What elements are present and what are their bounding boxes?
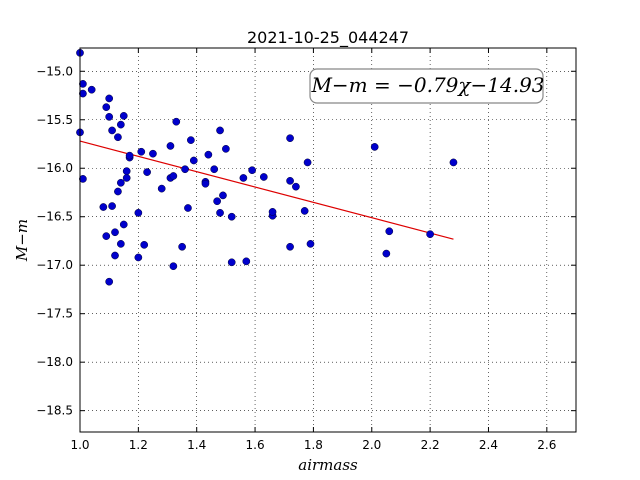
data-point (149, 149, 157, 158)
data-point (99, 203, 108, 211)
data-point (119, 220, 128, 229)
data-point (219, 191, 227, 200)
data-point (292, 182, 300, 191)
data-point (248, 166, 256, 175)
data-point (140, 240, 149, 249)
plot-frame (79, 47, 577, 433)
data-point (166, 142, 175, 150)
data-point (122, 167, 131, 176)
data-point (216, 208, 224, 217)
data-point (449, 158, 458, 167)
data-point (79, 80, 87, 88)
data-point (184, 204, 192, 212)
annotation-frame (309, 68, 544, 104)
data-point (79, 89, 87, 98)
data-point (105, 112, 114, 121)
data-point (134, 208, 143, 217)
chart-title: 2021-10-25_044247 (247, 28, 409, 48)
x-tick-label: 1.8 (304, 438, 323, 452)
data-point (213, 197, 221, 206)
data-point (222, 144, 230, 153)
data-point (116, 120, 125, 129)
grid (79, 48, 576, 432)
data-point (187, 136, 195, 144)
y-tick-label: −15.5 (36, 113, 73, 127)
data-point (108, 126, 116, 135)
data-point (114, 133, 122, 142)
data-point (157, 184, 166, 193)
fit-line-group (79, 140, 454, 240)
data-point (204, 150, 213, 159)
data-point (286, 242, 294, 251)
fit-annotation-box: M−m = −0.79χ−14.93 (309, 68, 545, 104)
data-point (122, 174, 131, 182)
fit-equation-label: M−m = −0.79χ−14.93 (310, 73, 544, 97)
y-tick-label: −18.0 (36, 355, 73, 369)
y-tick-label: −17.5 (36, 307, 73, 321)
data-point (286, 176, 294, 185)
data-point (242, 257, 251, 266)
x-tick-label: 2.6 (537, 438, 556, 452)
data-point (227, 258, 236, 267)
data-point (143, 168, 151, 176)
data-point (227, 212, 236, 221)
data-point (216, 126, 224, 135)
data-point (426, 230, 434, 239)
data-point (102, 232, 111, 240)
y-tick-labels: −15.0 −15.5 −16.0 −16.5 −17.0 −17.5 −18.0 −18.5 (36, 64, 73, 417)
data-point (105, 277, 114, 286)
data-point (108, 202, 116, 210)
data-point (79, 175, 87, 183)
data-point (370, 143, 379, 151)
y-tick-label: −15.0 (36, 64, 73, 78)
x-tick-label: 1.4 (187, 438, 206, 452)
y-tick-label: −16.0 (36, 161, 73, 175)
data-point (300, 207, 309, 215)
data-point (181, 165, 189, 174)
x-tick-label: 1.6 (246, 438, 265, 452)
x-axis-label: airmass (298, 456, 358, 474)
data-point (105, 94, 114, 103)
data-point (102, 103, 111, 112)
data-point (134, 253, 143, 262)
x-tick-label: 2.0 (362, 438, 381, 452)
data-point (125, 151, 134, 160)
data-point (385, 227, 394, 236)
data-point (116, 240, 125, 248)
y-tick-label: −17.0 (36, 258, 73, 272)
data-points (76, 48, 458, 286)
data-point (87, 85, 96, 94)
y-axis-label: M−m (13, 219, 31, 262)
data-point (189, 156, 198, 165)
data-point (169, 172, 178, 180)
data-point (259, 173, 268, 181)
data-point (210, 165, 219, 174)
x-tick-label: 1.2 (129, 438, 148, 452)
data-point (119, 112, 128, 120)
data-point (116, 178, 125, 187)
axis-ticks (79, 48, 576, 432)
data-point (303, 158, 312, 167)
fit-line (79, 140, 454, 240)
data-point (169, 262, 178, 271)
data-point (111, 251, 119, 260)
data-point (178, 242, 186, 251)
y-tick-label: −16.5 (36, 210, 73, 224)
data-point (239, 174, 248, 182)
data-point (111, 228, 119, 237)
data-point (286, 134, 294, 143)
x-tick-label: 2.2 (421, 438, 440, 452)
x-tick-label: 2.4 (479, 438, 498, 452)
data-point (114, 187, 122, 196)
data-point (201, 179, 210, 188)
data-point (306, 240, 315, 248)
y-tick-label: −18.5 (36, 404, 73, 418)
x-tick-labels: 1.0 1.2 1.4 1.6 1.8 2.0 2.2 2.4 2.6 (70, 438, 556, 452)
data-point (137, 147, 146, 156)
data-point (172, 117, 181, 126)
data-point (382, 249, 391, 258)
data-point (268, 208, 277, 216)
x-tick-label: 1.0 (70, 438, 89, 452)
